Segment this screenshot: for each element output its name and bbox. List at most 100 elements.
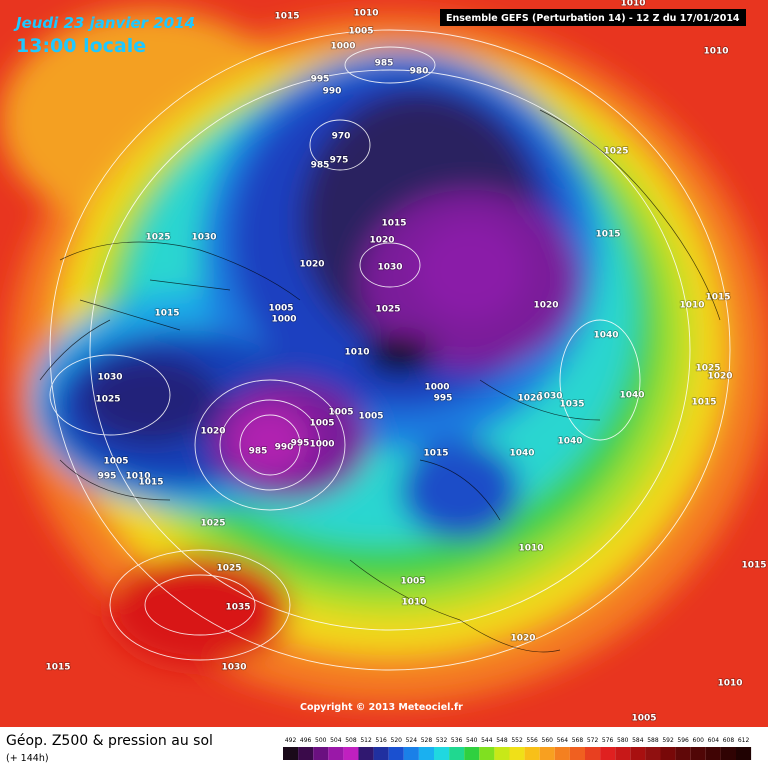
pressure-label: 1015 (423, 449, 448, 459)
pressure-label: 990 (323, 87, 342, 97)
legend-swatch (449, 747, 465, 760)
legend-swatch (313, 747, 329, 760)
pressure-labels: 1015 101010051000995990985980970975985101… (45, 0, 768, 724)
copyright: Copyright © 2013 Meteociel.fr (300, 702, 463, 713)
pressure-label: 1030 (97, 373, 122, 383)
pressure-label: 1020 (517, 394, 542, 404)
date: Jeudi 23 janvier 2014 (13, 14, 195, 32)
pressure-label: 1010 (620, 0, 645, 9)
legend-label: 560 (542, 737, 554, 744)
pressure-label: 1015 (595, 230, 620, 240)
pressure-label: 1040 (557, 437, 582, 447)
legend-swatch (660, 747, 676, 760)
pressure-label: 1015 (154, 309, 179, 319)
pressure-label: 1030 (221, 663, 246, 673)
pressure-label: 1025 (200, 519, 225, 529)
legend-swatch (479, 747, 495, 760)
legend-swatch (464, 747, 480, 760)
pressure-label: 990 (275, 443, 294, 453)
legend-label: 504 (330, 737, 342, 744)
legend-label: 528 (421, 737, 433, 744)
pressure-label: 1000 (424, 383, 449, 393)
pressure-label: 1010 (344, 348, 369, 358)
pressure-label: 1030 (191, 233, 216, 243)
pressure-label: 1010 (353, 9, 378, 19)
pressure-label: 970 (332, 132, 351, 142)
legend-label: 524 (406, 737, 418, 744)
legend-swatch (298, 747, 314, 760)
legend-swatch (403, 747, 419, 760)
legend-label: 568 (572, 737, 584, 744)
legend-swatch (418, 747, 434, 760)
legend-swatch (283, 747, 299, 760)
legend-label: 588 (647, 737, 659, 744)
time: 13:00 locale (16, 35, 146, 57)
pressure-label: 995 (311, 75, 330, 85)
legend-label: 592 (662, 737, 674, 744)
isobars (49, 29, 731, 671)
pressure-label: 1000 (330, 42, 355, 52)
legend-label: 544 (481, 737, 493, 744)
legend-label: 580 (617, 737, 629, 744)
pressure-label: 1020 (707, 372, 732, 382)
legend-swatch (720, 747, 736, 760)
legend-swatch (524, 747, 540, 760)
pressure-label: 1015 (741, 561, 766, 571)
legend-swatch (600, 747, 616, 760)
legend-label: 548 (496, 737, 508, 744)
legend-label: 540 (466, 737, 478, 744)
legend-label: 520 (391, 737, 403, 744)
pressure-label: 995 (434, 394, 453, 404)
pressure-label: 1020 (299, 260, 324, 270)
pressure-label: 1025 (216, 564, 241, 574)
pressure-label: 1015 (45, 663, 70, 673)
pressure-label: 1030 (377, 263, 402, 273)
coastlines (39, 109, 721, 653)
pressure-label: 1025 (375, 305, 400, 315)
legend-label: 512 (360, 737, 372, 744)
legend-label: 496 (300, 737, 312, 744)
legend-label: 604 (708, 737, 720, 744)
pressure-label: 995 (98, 472, 117, 482)
pressure-label: 1015 (381, 219, 406, 229)
legend-swatch (539, 747, 555, 760)
legend-label: 536 (451, 737, 463, 744)
legend-label: 572 (587, 737, 599, 744)
header-box (440, 9, 746, 26)
legend-swatch (328, 747, 344, 760)
legend-swatch (675, 747, 691, 760)
legend-label: 612 (738, 737, 750, 744)
pressure-label: 1000 (309, 440, 334, 450)
legend-swatch (554, 747, 570, 760)
legend-swatch (343, 747, 359, 760)
legend-swatch (645, 747, 661, 760)
legend-swatch (388, 747, 404, 760)
pressure-label: 1025 (603, 147, 628, 157)
pressure-label: 1005 (309, 419, 334, 429)
legend-label: 532 (436, 737, 448, 744)
pressure-label: 1005 (103, 457, 128, 467)
legend-label: 492 (285, 737, 297, 744)
legend-swatch (358, 747, 374, 760)
pressure-label: 1005 (348, 27, 373, 37)
legend-swatch (705, 747, 721, 760)
pressure-label: 1015 (705, 293, 730, 303)
pressure-label: 1010 (679, 301, 704, 311)
legend-label: 596 (677, 737, 689, 744)
legend-swatch (585, 747, 601, 760)
legend-swatch (615, 747, 631, 760)
pressure-label: 1015 (274, 12, 299, 22)
legend-label: 500 (315, 737, 327, 744)
pressure-label: 1025 (95, 395, 120, 405)
legend-swatch (494, 747, 510, 760)
legend-label: 600 (693, 737, 705, 744)
pressure-label: 1015 (138, 478, 163, 488)
pressure-label: 1005 (631, 714, 656, 724)
legend-label: 556 (526, 737, 538, 744)
pressure-label: 985 (311, 161, 330, 171)
legend-label: 576 (602, 737, 614, 744)
pressure-label: 1010 (401, 598, 426, 608)
legend-swatch (434, 747, 450, 760)
pressure-label: 1005 (400, 577, 425, 587)
